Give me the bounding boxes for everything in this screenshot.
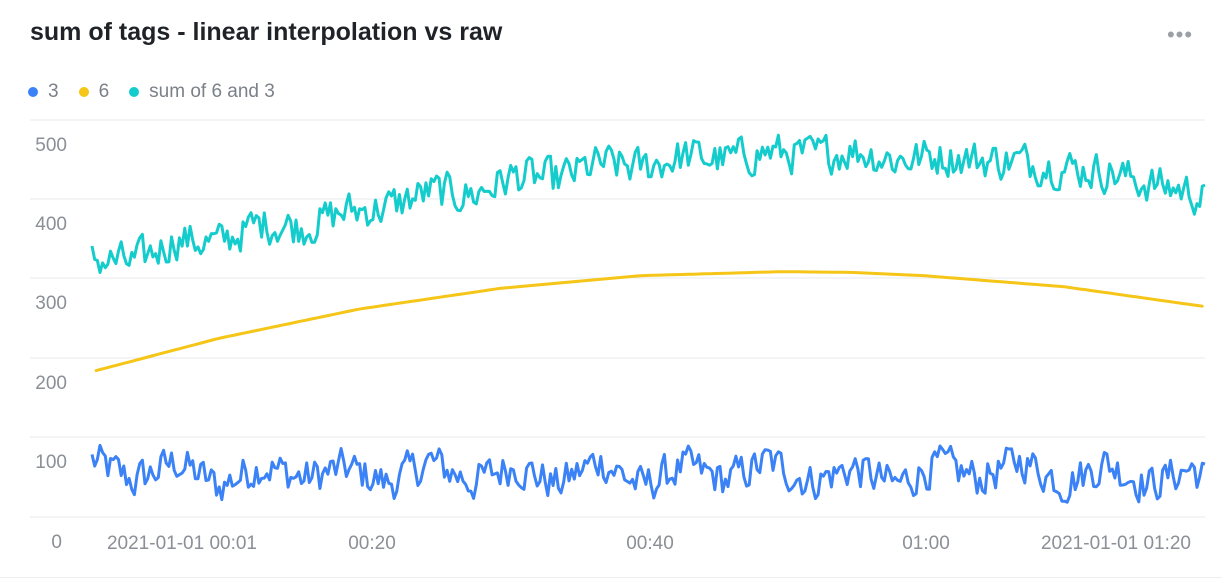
legend-item[interactable]: 3 bbox=[28, 81, 59, 103]
legend-dot-icon bbox=[28, 87, 38, 97]
legend-label: 6 bbox=[98, 81, 110, 102]
legend-item[interactable]: 6 bbox=[78, 81, 110, 103]
x-tick-label: 00:20 bbox=[348, 533, 396, 554]
legend-dot-icon bbox=[129, 87, 140, 97]
x-tick-label: 2021-01-01 01:20 bbox=[1041, 533, 1191, 554]
y-tick-label: 300 bbox=[35, 293, 67, 314]
y-tick-label: 0 bbox=[51, 532, 62, 553]
more-options-icon[interactable]: ••• bbox=[1166, 22, 1194, 47]
legend-label: sum of 6 and 3 bbox=[149, 81, 275, 102]
legend-item[interactable]: sum of 6 and 3 bbox=[129, 81, 275, 103]
series-6-line bbox=[94, 270, 1204, 373]
x-tick-label: 2021-01-01 00:01 bbox=[107, 533, 257, 554]
y-tick-label: 400 bbox=[35, 214, 67, 235]
y-tick-label: 100 bbox=[35, 452, 67, 473]
x-tick-label: 01:00 bbox=[902, 533, 950, 554]
series-sum-line bbox=[90, 133, 1206, 274]
y-tick-label: 500 bbox=[35, 135, 67, 156]
y-tick-label: 200 bbox=[35, 373, 67, 394]
series-3-line bbox=[90, 443, 1206, 504]
chart-legend: 3 6 sum of 6 and 3 bbox=[28, 81, 295, 103]
legend-label: 3 bbox=[48, 81, 59, 102]
panel-title: sum of tags - linear interpolation vs ra… bbox=[30, 18, 503, 46]
divider bbox=[0, 577, 1222, 578]
x-tick-label: 00:40 bbox=[626, 533, 674, 554]
legend-dot-icon bbox=[78, 87, 89, 97]
